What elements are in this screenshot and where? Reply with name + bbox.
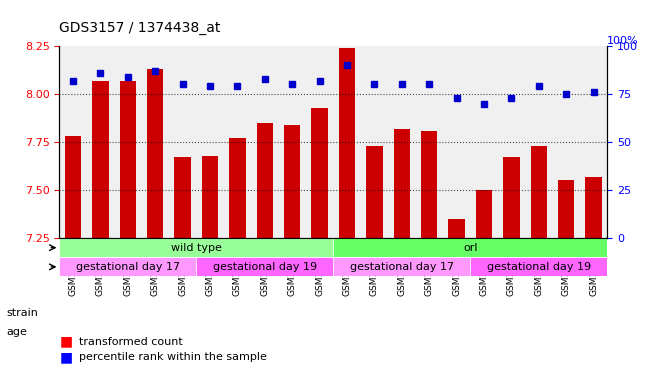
Text: ■: ■ <box>59 335 73 349</box>
Bar <box>257 123 273 238</box>
FancyBboxPatch shape <box>59 257 197 276</box>
Bar <box>229 138 246 238</box>
Bar <box>312 108 328 238</box>
Bar <box>448 219 465 238</box>
Bar <box>558 180 574 238</box>
Text: strain: strain <box>7 308 38 318</box>
Bar <box>476 190 492 238</box>
Bar <box>65 136 81 238</box>
Text: gestational day 19: gestational day 19 <box>486 262 591 272</box>
Bar <box>531 146 547 238</box>
FancyBboxPatch shape <box>333 257 471 276</box>
Bar <box>147 69 164 238</box>
Text: transformed count: transformed count <box>79 337 183 347</box>
Bar <box>284 125 300 238</box>
Bar <box>585 177 602 238</box>
Bar <box>393 129 410 238</box>
FancyBboxPatch shape <box>333 238 607 257</box>
Text: orl: orl <box>463 243 477 253</box>
Bar <box>339 48 355 238</box>
Bar <box>174 157 191 238</box>
Text: gestational day 17: gestational day 17 <box>76 262 180 272</box>
Bar <box>119 81 136 238</box>
Text: percentile rank within the sample: percentile rank within the sample <box>79 352 267 362</box>
Bar <box>202 156 218 238</box>
Text: GDS3157 / 1374438_at: GDS3157 / 1374438_at <box>59 21 221 35</box>
Text: 100%: 100% <box>607 36 639 46</box>
Bar <box>503 157 519 238</box>
FancyBboxPatch shape <box>471 257 607 276</box>
Bar <box>366 146 383 238</box>
Text: age: age <box>7 327 28 337</box>
Text: wild type: wild type <box>171 243 222 253</box>
Text: gestational day 19: gestational day 19 <box>213 262 317 272</box>
FancyBboxPatch shape <box>59 238 333 257</box>
Bar <box>92 81 109 238</box>
Text: ■: ■ <box>59 350 73 364</box>
Text: gestational day 17: gestational day 17 <box>350 262 454 272</box>
FancyBboxPatch shape <box>197 257 333 276</box>
Bar <box>421 131 438 238</box>
